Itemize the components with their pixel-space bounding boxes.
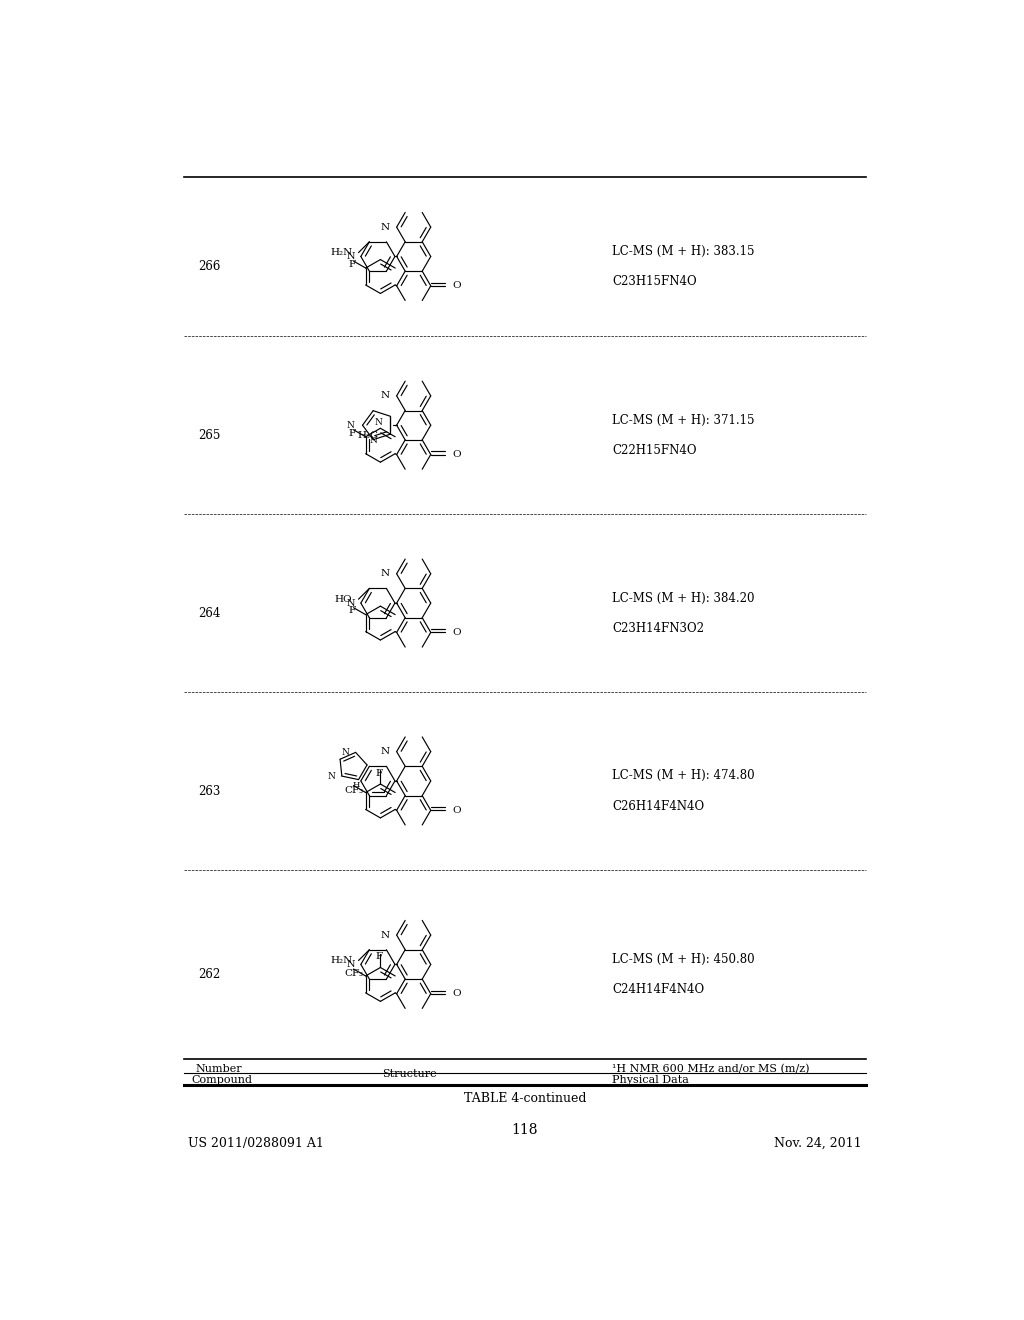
Text: Physical Data: Physical Data — [612, 1076, 689, 1085]
Text: N: N — [381, 223, 390, 231]
Text: LC-MS (M + H): 384.20: LC-MS (M + H): 384.20 — [612, 591, 755, 605]
Text: H₂N: H₂N — [330, 248, 352, 257]
Text: N: N — [346, 598, 354, 607]
Text: N: N — [381, 391, 390, 400]
Text: US 2011/0288091 A1: US 2011/0288091 A1 — [187, 1137, 324, 1150]
Text: CF₃: CF₃ — [344, 785, 364, 795]
Text: O: O — [453, 450, 461, 459]
Text: LC-MS (M + H): 383.15: LC-MS (M + H): 383.15 — [612, 246, 755, 257]
Text: 262: 262 — [198, 968, 220, 981]
Text: F: F — [375, 768, 382, 777]
Text: C23H14FN3O2: C23H14FN3O2 — [612, 622, 705, 635]
Text: LC-MS (M + H): 474.80: LC-MS (M + H): 474.80 — [612, 770, 755, 783]
Text: N: N — [370, 436, 377, 445]
Text: N: N — [381, 931, 390, 940]
Text: H₂N: H₂N — [330, 956, 352, 965]
Text: H₃C: H₃C — [357, 430, 379, 440]
Text: Structure: Structure — [382, 1069, 437, 1080]
Text: F: F — [375, 952, 382, 961]
Text: C24H14F4N4O: C24H14F4N4O — [612, 983, 705, 997]
Text: 264: 264 — [198, 607, 220, 619]
Text: 265: 265 — [198, 429, 220, 442]
Text: N: N — [346, 252, 354, 261]
Text: O: O — [453, 281, 461, 290]
Text: C23H15FN4O: C23H15FN4O — [612, 276, 696, 288]
Text: 118: 118 — [512, 1123, 538, 1137]
Text: N: N — [381, 747, 390, 756]
Text: Compound: Compound — [191, 1076, 253, 1085]
Text: N: N — [328, 772, 336, 780]
Text: N: N — [346, 960, 354, 969]
Text: ¹H NMR 600 MHz and/or MS (m/z): ¹H NMR 600 MHz and/or MS (m/z) — [612, 1064, 810, 1074]
Text: 263: 263 — [198, 784, 220, 797]
Text: N: N — [342, 748, 349, 756]
Text: O: O — [453, 628, 461, 638]
Text: F: F — [348, 429, 355, 437]
Text: LC-MS (M + H): 371.15: LC-MS (M + H): 371.15 — [612, 413, 755, 426]
Text: C22H15FN4O: C22H15FN4O — [612, 444, 696, 457]
Text: 266: 266 — [198, 260, 220, 273]
Text: Number: Number — [196, 1064, 242, 1074]
Text: N: N — [375, 418, 383, 428]
Text: N: N — [381, 569, 390, 578]
Text: HO: HO — [335, 595, 352, 603]
Text: F: F — [348, 260, 355, 269]
Text: O: O — [453, 805, 461, 814]
Text: TABLE 4-continued: TABLE 4-continued — [464, 1092, 586, 1105]
Text: C26H14F4N4O: C26H14F4N4O — [612, 800, 705, 813]
Text: O: O — [453, 989, 461, 998]
Text: N: N — [347, 421, 354, 430]
Text: LC-MS (M + H): 450.80: LC-MS (M + H): 450.80 — [612, 953, 755, 966]
Text: F: F — [348, 606, 355, 615]
Text: H: H — [352, 781, 359, 789]
Text: CF₃: CF₃ — [344, 969, 364, 978]
Text: Nov. 24, 2011: Nov. 24, 2011 — [774, 1137, 862, 1150]
